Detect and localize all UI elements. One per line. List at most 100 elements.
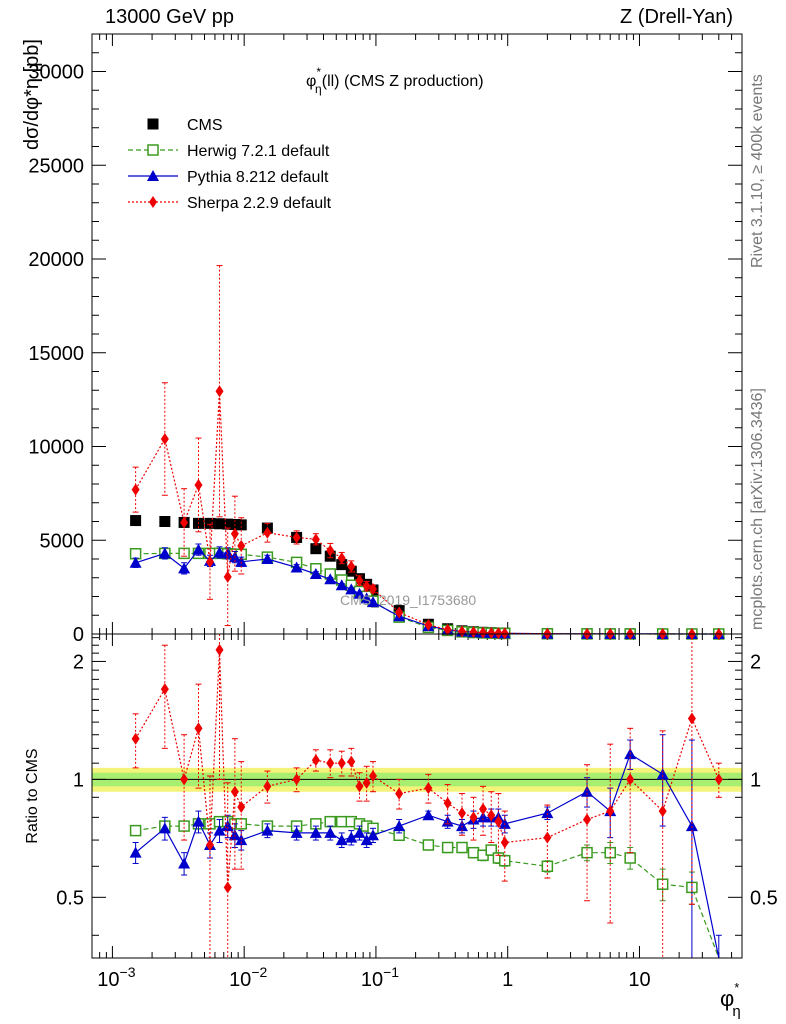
ratio-y-tick-label-right: 1 [750,769,761,791]
legend-cms-marker [147,118,159,130]
main-pythia-point [324,573,337,585]
main-y-tick-label: 10000 [28,437,84,459]
ratio-pythia-point [353,826,366,838]
main-pythia-point [178,562,191,574]
ratio-pythia-point [360,834,373,846]
ratio-sherpa-point [194,722,203,735]
ratio-pythia-point [656,768,669,780]
ratio-sherpa-point [543,831,552,844]
ratio-sherpa-point [626,773,635,786]
ratio-y-tick-label-right: 0.5 [750,887,778,909]
ratio-sherpa-point [263,780,272,793]
ratio-sherpa-point [180,773,189,786]
main-y-tick-label: 25000 [28,155,84,177]
ratio-sherpa-point [230,785,239,798]
ratio-pythia-point [213,824,226,836]
ratio-reference-band [92,767,742,792]
main-y-tick-label: 30000 [28,62,84,84]
main-sherpa-point [369,583,378,595]
main-sherpa-point [230,527,239,540]
main-sherpa-point [194,478,203,491]
header-left-label: 13000 GeV pp [105,6,234,28]
x-tick-label: 10−1 [361,964,399,991]
ratio-herwig-point [485,844,497,856]
ratio-panel-frame [91,633,743,959]
ratio-pythia-point [221,820,234,832]
main-sherpa-point [362,580,371,593]
main-sherpa-point [180,516,189,529]
mcplots-source-text: mcplots.cern.ch [arXiv:1306.3436] [749,388,766,630]
ratio-herwig-point [456,841,468,854]
main-cms-point [222,518,234,530]
main-pythia-point [309,568,322,579]
main-pythia-point [213,546,226,558]
main-sherpa-point [205,555,214,568]
main-sherpa-point [292,531,301,544]
ratio-sherpa-point [714,773,723,786]
analysis-watermark: CMS_2019_I1753680 [340,592,476,608]
ratio-herwig-point [467,846,480,859]
ratio-sherpa-point [237,801,246,814]
ratio-pythia-point [290,826,303,838]
ratio-sherpa-point [494,815,503,828]
main-sherpa-point [355,574,364,587]
main-sherpa-point [237,539,246,552]
ratio-sherpa-point [347,755,356,768]
main-cms-point [130,515,142,527]
ratio-sherpa-point [424,782,433,795]
ratio-pythia-point [541,807,554,819]
main-pythia-point [261,553,274,564]
main-pythia-point [290,561,303,573]
ratio-sherpa-point [337,757,346,770]
legend-herwig-label: Herwig 7.2.1 default [187,143,330,160]
ratio-pythia-point [477,811,490,823]
main-pythia-point [360,592,373,604]
ratio-sherpa-point [215,643,224,656]
main-sherpa-point [500,627,509,640]
ratio-pythia-point [345,831,358,843]
main-sherpa-point [395,606,404,619]
main-sherpa-point [311,533,320,546]
ratio-sherpa-point [205,838,214,851]
ratio-sherpa-point [355,780,364,793]
ratio-sherpa-point [606,805,615,818]
main-pythia-point [192,543,205,555]
ratio-pythia-point [178,857,191,869]
x-tick-label: 10 [628,969,650,991]
main-cms-point [310,543,322,555]
ratio-y-axis-label: Ratio to CMS [24,748,41,843]
ratio-pythia-point [581,785,594,797]
x-tick-label: 10−2 [229,964,267,991]
ratio-sherpa-point [687,712,696,725]
ratio-herwig-point [335,815,348,828]
ratio-herwig-point [178,820,190,832]
ratio-pythia-point [309,826,322,838]
rivet-version-text: Rivet 3.1.10, ≥ 400k events [749,74,766,268]
ratio-pythia-point [422,809,435,821]
main-y-tick-label: 0 [73,624,84,646]
main-y-tick-label: 20000 [28,249,84,271]
main-sherpa-point [479,626,488,639]
data-markers [129,265,725,959]
main-cms-point [204,517,216,529]
ratio-sherpa-point [500,836,509,849]
ratio-pythia-point [393,820,406,832]
chart-title: φ* η(ll) (CMS Z production) [306,65,484,96]
ratio-pythia-point [685,820,698,832]
main-cms-point [159,516,171,527]
ratio-sherpa-point [479,803,488,816]
ratio-pythia-point [192,815,205,827]
ratio-sherpa-point [395,787,404,800]
ratio-sherpa-point [326,757,335,770]
ratio-sherpa-point [160,683,169,696]
ratio-herwig-point [422,839,435,851]
main-pythia-point [335,579,348,591]
ratio-y-tick-label-left: 1 [73,769,84,791]
ratio-pythia-point [324,826,337,838]
main-sherpa-point [223,570,232,583]
main-pythia-point [129,556,142,568]
main-sherpa-point [469,626,478,639]
x-axis-label: φ* η [720,980,741,1020]
ratio-sherpa-point [311,754,320,767]
